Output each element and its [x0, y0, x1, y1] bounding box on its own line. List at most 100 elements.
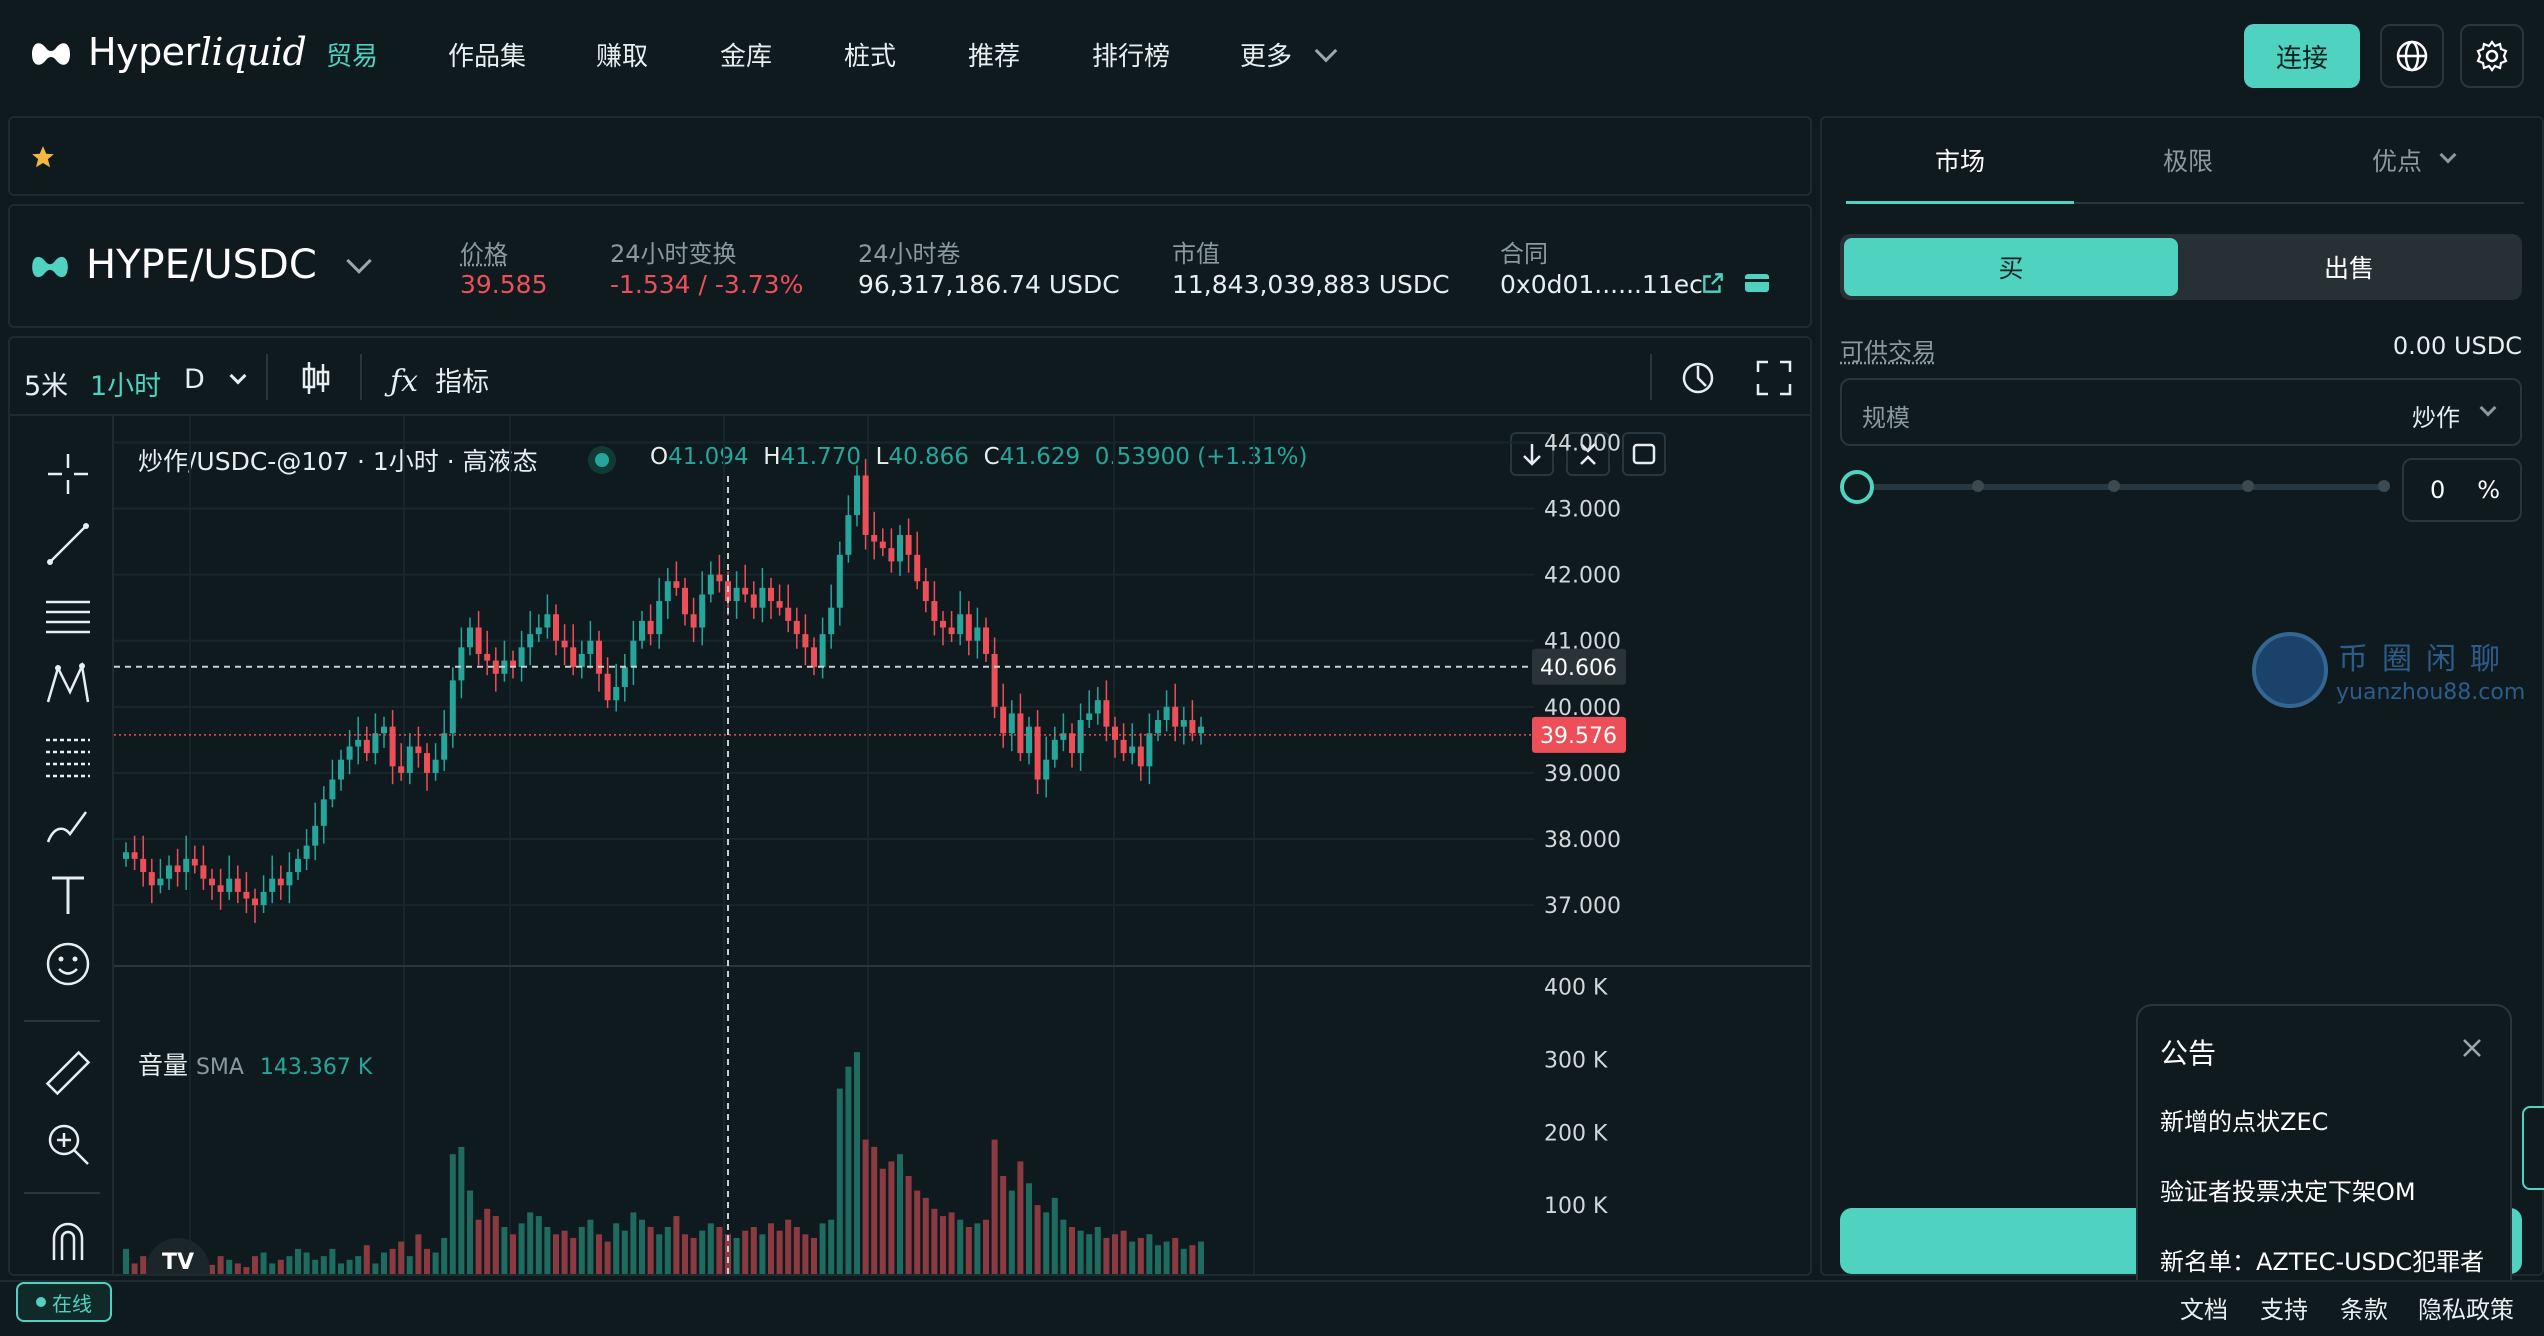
candle-body: [492, 660, 499, 674]
maximize-icon: [1632, 443, 1656, 465]
volume-bar: [226, 1259, 233, 1274]
announcement-item[interactable]: 新名单：AZTEC-USDC犯罪者: [2160, 1248, 2485, 1276]
connect-button[interactable]: 连接: [2244, 24, 2360, 88]
trend-line-icon[interactable]: [40, 516, 96, 572]
candle-body: [1000, 706, 1007, 734]
sell-button[interactable]: 出售: [2323, 254, 2374, 283]
pair-selector[interactable]: HYPE/USDC: [86, 242, 372, 288]
ruler-icon[interactable]: [40, 1046, 96, 1102]
slider-tick: [2242, 480, 2254, 492]
buy-button[interactable]: 买: [1844, 238, 2178, 296]
footer-terms[interactable]: 条款: [2340, 1296, 2388, 1324]
replay-icon[interactable]: [1678, 358, 1718, 398]
candle-body: [458, 647, 465, 681]
candle-body: [174, 865, 181, 873]
tab-pro[interactable]: 优点: [2302, 118, 2524, 204]
nav-leaderboard[interactable]: 排行榜: [1092, 42, 1171, 72]
volume-bar: [484, 1208, 491, 1274]
volume-bar: [329, 1248, 336, 1274]
scroll-down-button[interactable]: [1510, 432, 1554, 476]
candles-icon[interactable]: [300, 360, 332, 396]
favorites-bar: [8, 116, 1812, 196]
volume-bar: [1112, 1234, 1118, 1274]
star-icon[interactable]: [30, 144, 56, 170]
nav-referrals[interactable]: 推荐: [968, 42, 1021, 72]
nav-trade[interactable]: 贸易: [326, 42, 379, 72]
price-label: 价格: [460, 240, 508, 268]
candle-body: [1008, 713, 1015, 734]
contract-value[interactable]: 0x0d01......11ec: [1500, 270, 1703, 299]
volume-bar: [879, 1168, 886, 1274]
slider-handle[interactable]: [1840, 470, 1874, 504]
volume-axis-tick: 100 K: [1544, 1194, 1608, 1219]
magnet-icon[interactable]: [40, 1212, 96, 1268]
zoom-in-icon[interactable]: [40, 1116, 96, 1172]
collapse-button[interactable]: [1566, 432, 1610, 476]
settings-button[interactable]: [2460, 24, 2524, 88]
announcement-item[interactable]: 新增的点状ZEC: [2160, 1108, 2329, 1136]
collapse-icon: [1580, 443, 1596, 465]
candle-body: [845, 515, 852, 555]
percent-input[interactable]: 0 %: [2402, 458, 2522, 522]
language-button[interactable]: [2380, 24, 2444, 88]
candle-body: [768, 587, 774, 602]
candle-body: [200, 865, 207, 879]
emoji-icon[interactable]: [40, 936, 96, 992]
hyperliquid-logo-icon[interactable]: [30, 38, 72, 70]
market-cap-label: 市值: [1172, 240, 1220, 268]
volume-bar: [389, 1248, 396, 1274]
brand-name[interactable]: Hyperliquid: [88, 30, 307, 74]
last-price-tag: [1532, 716, 1626, 753]
footer-privacy[interactable]: 隐私政策: [2418, 1296, 2514, 1324]
interval-5m[interactable]: 5米: [24, 371, 69, 402]
size-slider[interactable]: [1840, 462, 2402, 512]
close-icon[interactable]: [2458, 1034, 2486, 1062]
volume-bar: [647, 1227, 654, 1274]
volume-bar: [1077, 1230, 1084, 1274]
volume-bar: [768, 1223, 774, 1274]
indicators-button[interactable]: ƒx 指标: [390, 360, 489, 399]
candle-body: [647, 620, 654, 635]
nav-earn[interactable]: 赚取: [596, 42, 649, 72]
candle-body: [209, 878, 215, 886]
online-dot-icon: [36, 1297, 46, 1307]
candle-body: [897, 534, 903, 562]
nav-portfolio[interactable]: 作品集: [448, 42, 527, 72]
crosshair-icon[interactable]: [40, 446, 96, 502]
announcement-item[interactable]: 验证者投票决定下架OM: [2160, 1178, 2416, 1206]
footer-support[interactable]: 支持: [2260, 1296, 2308, 1324]
external-link-icon[interactable]: [1700, 270, 1726, 296]
size-placeholder: 规模: [1862, 404, 1910, 432]
chevron-down-icon[interactable]: [2479, 399, 2497, 417]
brush-icon[interactable]: [40, 796, 96, 852]
volume-bar: [776, 1230, 783, 1274]
fullscreen-icon[interactable]: [1756, 360, 1792, 396]
size-input[interactable]: 规模 炒作: [1840, 378, 2522, 446]
candle-body: [1155, 720, 1161, 734]
nav-staking[interactable]: 桩式: [844, 42, 897, 72]
interval-1h[interactable]: 1小时: [90, 371, 162, 402]
horizontal-lines-icon[interactable]: [40, 586, 96, 642]
tab-market[interactable]: 市场: [1846, 118, 2074, 204]
price-chart[interactable]: 44.00043.00042.00041.00040.00039.00038.0…: [114, 416, 1812, 1276]
size-unit-selector[interactable]: 炒作: [2412, 404, 2460, 432]
side-handle[interactable]: [2522, 1106, 2544, 1190]
fibonacci-icon[interactable]: [40, 726, 96, 782]
candle-body: [424, 753, 430, 773]
nav-vaults[interactable]: 金库: [720, 42, 773, 72]
wallet-icon[interactable]: [1744, 272, 1770, 294]
tab-limit[interactable]: 极限: [2074, 118, 2302, 204]
pattern-icon[interactable]: [40, 656, 96, 712]
nav-more[interactable]: 更多: [1240, 36, 1338, 73]
volume-bar: [1034, 1205, 1041, 1274]
candle-body: [140, 858, 147, 873]
watermark-logo: [2252, 632, 2328, 708]
volume-bar: [1155, 1245, 1161, 1274]
maximize-pane-button[interactable]: [1622, 432, 1666, 476]
footer-docs[interactable]: 文档: [2180, 1296, 2228, 1324]
text-tool-icon[interactable]: [40, 866, 96, 922]
chevron-down-icon[interactable]: [229, 367, 247, 385]
price-value: 39.585: [460, 270, 548, 299]
interval-d[interactable]: D: [184, 364, 205, 395]
candle-body: [312, 825, 319, 846]
